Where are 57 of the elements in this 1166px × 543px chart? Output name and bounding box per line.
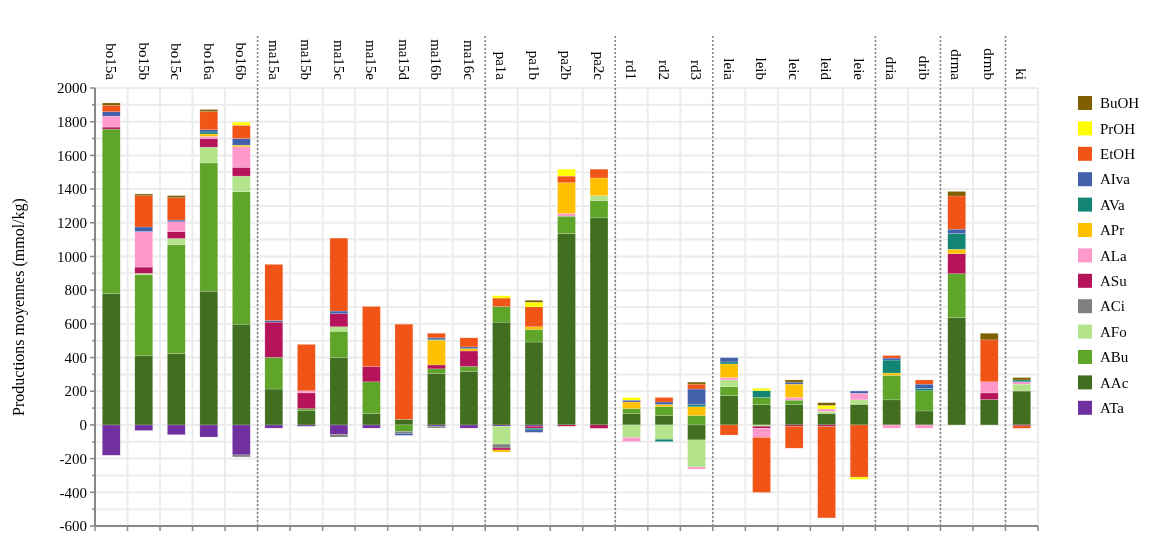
x-tick-label: bo15a <box>103 43 120 81</box>
x-tick-label: ma15b <box>298 39 315 80</box>
y-tick-label: 1000 <box>57 248 87 265</box>
x-tick-label: ki <box>1013 68 1030 80</box>
x-tick-label: drib <box>915 55 932 80</box>
x-tick-label: ma16b <box>428 39 445 80</box>
x-tick-label: ma15e <box>363 40 380 81</box>
x-tick-label: leic <box>785 58 802 81</box>
y-tick-label: -200 <box>59 450 87 467</box>
legend-label: EtOH <box>1100 146 1136 163</box>
y-tick-label: -600 <box>59 518 87 535</box>
x-tick-label: rd3 <box>688 60 705 80</box>
y-tick-label: 400 <box>64 349 87 366</box>
y-tick-label: 1600 <box>57 147 87 164</box>
y-axis-title: Productions moyennes (mmol/kg) <box>10 198 28 416</box>
x-tick-label: ma15d <box>395 39 412 81</box>
legend-label: ACi <box>1100 298 1126 315</box>
x-tick-label: leie <box>850 58 867 81</box>
legend-label: ALa <box>1100 247 1127 264</box>
legend-label: PrOH <box>1100 120 1136 137</box>
x-tick-label: bo16a <box>200 43 217 81</box>
y-tick-label: 1400 <box>57 181 87 198</box>
x-tick-label: ma16c <box>460 40 477 81</box>
x-tick-label: rd1 <box>623 60 640 80</box>
y-tick-label: -400 <box>59 484 87 501</box>
x-tick-label: dria <box>883 56 900 81</box>
y-tick-label: 200 <box>64 383 87 400</box>
legend-label: AAc <box>1100 374 1129 391</box>
x-tick-label: drma <box>948 49 965 81</box>
legend-label: ATa <box>1100 400 1125 417</box>
legend-label: ASu <box>1100 273 1128 290</box>
x-tick-label: pa2b <box>558 50 575 80</box>
legend-label: AFo <box>1100 323 1127 340</box>
x-tick-label: ma15c <box>330 40 347 81</box>
x-tick-label: drmb <box>980 48 997 80</box>
x-tick-label: leid <box>818 57 835 81</box>
y-tick-label: 1200 <box>57 215 87 232</box>
x-tick-label: bo15b <box>135 42 152 80</box>
x-tick-label: pa2c <box>590 51 607 81</box>
x-tick-label: bo15c <box>168 43 185 81</box>
legend-label: BuOH <box>1100 95 1140 112</box>
y-tick-label: 2000 <box>57 80 87 97</box>
legend-label: AVa <box>1100 196 1126 213</box>
y-tick-label: 600 <box>64 316 87 333</box>
x-tick-label: pa1a <box>493 51 510 81</box>
x-tick-label: leia <box>720 58 737 81</box>
legend-label: ABu <box>1100 349 1129 366</box>
x-tick-label: pa1b <box>525 50 542 80</box>
y-tick-label: 1800 <box>57 113 87 130</box>
y-tick-label: 0 <box>79 417 87 434</box>
legend-label: AIva <box>1100 171 1131 188</box>
x-tick-label: bo16b <box>233 42 250 80</box>
x-tick-label: ma15a <box>265 40 282 81</box>
x-tick-label: rd2 <box>655 60 672 80</box>
legend-label: APr <box>1100 222 1125 239</box>
y-tick-label: 800 <box>64 282 87 299</box>
x-tick-label: leib <box>753 57 770 80</box>
